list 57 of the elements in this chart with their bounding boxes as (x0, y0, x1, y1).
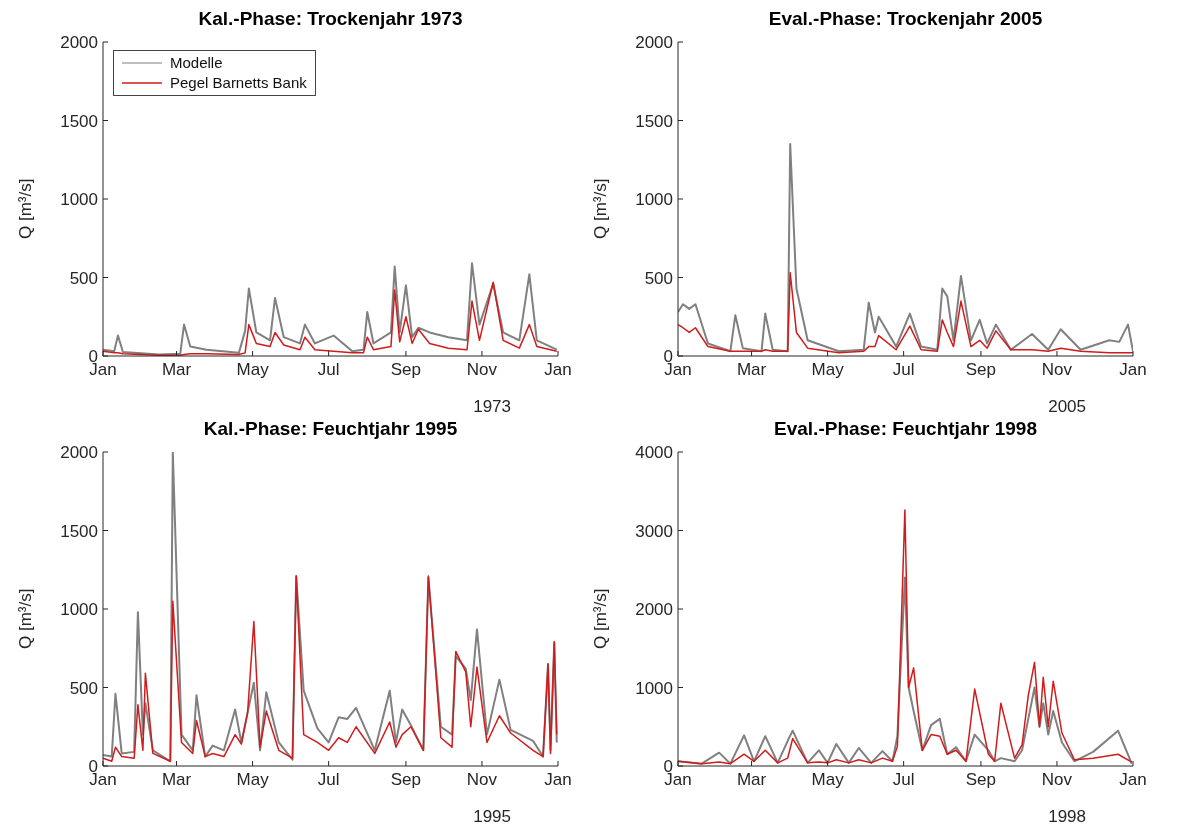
y-tick-label: 2000 (635, 600, 673, 620)
x-tick-label: Nov (466, 360, 498, 380)
x-tick-label: Mar (161, 770, 192, 790)
y-tick-label: 1500 (60, 111, 98, 131)
x-axis-title: 1998 (1048, 807, 1086, 826)
line-series (103, 452, 558, 763)
y-tick-label: 500 (69, 268, 98, 288)
x-tick-label: May (811, 770, 845, 790)
x-tick-label: Sep (965, 770, 997, 790)
x-tick-label: Mar (736, 360, 767, 380)
y-axis-title: Q [m³/s] (16, 588, 36, 649)
x-tick-label: Nov (1041, 360, 1073, 380)
y-tick-label: 1000 (60, 190, 98, 210)
x-axis-title: 1973 (473, 397, 511, 416)
line-series (678, 143, 1133, 353)
chart-title: Kal.-Phase: Trockenjahr 1973 (197, 8, 464, 31)
y-tick-label: 2000 (635, 33, 673, 53)
y-tick-label: 500 (69, 678, 98, 698)
y-axis-title: Q [m³/s] (16, 178, 36, 239)
y-tick-label: 1500 (635, 111, 673, 131)
x-tick-label: Jul (892, 360, 915, 380)
y-tick-label: 1000 (60, 600, 98, 620)
x-tick-label: Jan (1119, 770, 1147, 790)
x-tick-label: May (236, 770, 270, 790)
y-tick-label: 3000 (635, 521, 673, 541)
y-axis-title: Q [m³/s] (591, 588, 611, 649)
line-series (103, 575, 558, 763)
x-tick-label: Sep (390, 360, 422, 380)
y-tick-label: 2000 (60, 33, 98, 53)
x-tick-label: Jan (544, 360, 572, 380)
x-tick-label: Jan (544, 770, 572, 790)
y-tick-label: 1000 (635, 190, 673, 210)
x-tick-label: Nov (466, 770, 498, 790)
legend-label: Modelle (170, 53, 223, 73)
chart-title: Eval.-Phase: Feuchtjahr 1998 (773, 418, 1038, 441)
chart-title: Kal.-Phase: Feuchtjahr 1995 (202, 418, 459, 441)
y-tick-label: 500 (644, 268, 673, 288)
x-axis-title: 1995 (473, 807, 511, 826)
x-tick-label: May (811, 360, 845, 380)
x-tick-label: Jul (317, 360, 340, 380)
x-tick-label: Sep (390, 770, 422, 790)
x-tick-label: Mar (161, 360, 192, 380)
x-tick-label: Jul (892, 770, 915, 790)
x-tick-label: Nov (1041, 770, 1073, 790)
y-tick-label: 1500 (60, 521, 98, 541)
y-tick-label: 4000 (635, 443, 673, 463)
x-axis-title: 2005 (1048, 397, 1086, 416)
x-tick-label: Jul (317, 770, 340, 790)
x-tick-label: Sep (965, 360, 997, 380)
legend-label: Pegel Barnetts Bank (170, 73, 307, 93)
x-tick-label: Jan (1119, 360, 1147, 380)
y-tick-label: 2000 (60, 443, 98, 463)
x-tick-label: May (236, 360, 270, 380)
y-tick-label: 1000 (635, 678, 673, 698)
y-axis-title: Q [m³/s] (591, 178, 611, 239)
x-tick-label: Mar (736, 770, 767, 790)
chart-title: Eval.-Phase: Trockenjahr 2005 (767, 8, 1044, 31)
